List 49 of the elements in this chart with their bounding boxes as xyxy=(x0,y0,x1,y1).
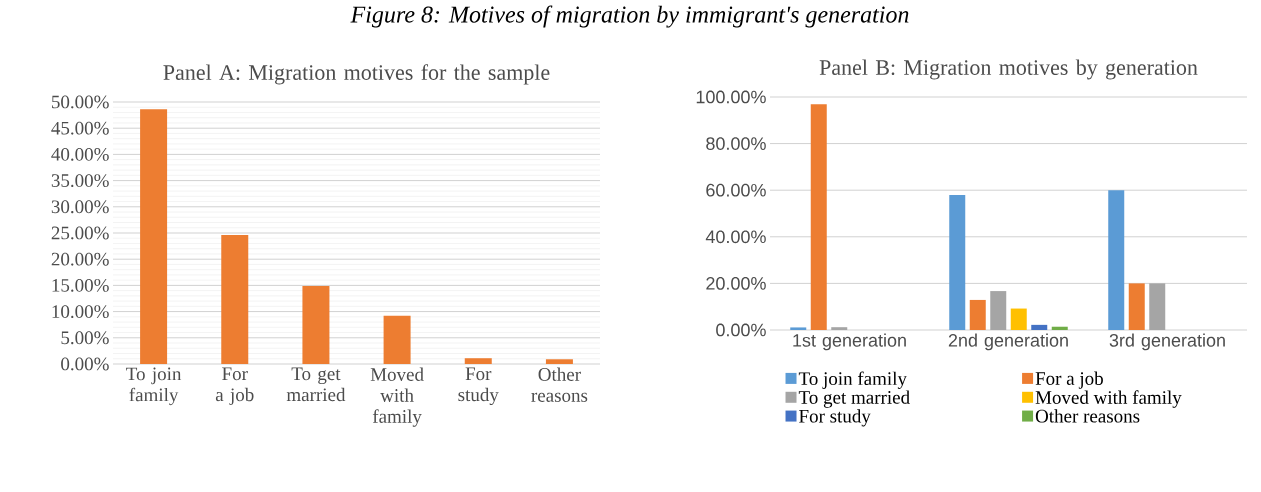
y-tick-label: 10.00% xyxy=(52,305,109,319)
y-tick-label: 60.00% xyxy=(706,183,766,197)
y-tick-label: 40.00% xyxy=(705,230,766,244)
bar xyxy=(1128,283,1145,330)
bar xyxy=(949,195,966,330)
bar xyxy=(810,104,827,330)
y-tick-label: 45.00% xyxy=(51,121,109,135)
bar xyxy=(221,235,249,364)
bar xyxy=(1108,190,1125,330)
legend-label: Other reasons xyxy=(1035,409,1140,423)
bar xyxy=(969,299,986,330)
y-tick-label: 80.00% xyxy=(706,137,766,150)
x-tick-label: 1st generation xyxy=(793,333,906,351)
bar xyxy=(831,327,848,330)
bar xyxy=(383,315,411,364)
bar xyxy=(1149,283,1166,330)
bar xyxy=(1051,326,1068,330)
y-tick-label: 40.00% xyxy=(51,147,109,161)
y-tick-label: 25.00% xyxy=(51,226,109,240)
x-tick-label: 3rd generation xyxy=(1109,333,1225,351)
caption: Figure 8: Motives of migration by immigrant's generation xyxy=(350,5,909,28)
y-tick-label: 5.00% xyxy=(61,331,109,345)
bar xyxy=(545,359,573,364)
y-tick-label: 20.00% xyxy=(706,277,766,290)
bar xyxy=(140,109,168,364)
x-tick-label: 2nd generation xyxy=(948,333,1068,351)
bar xyxy=(1031,324,1048,330)
y-tick-label: 20.00% xyxy=(51,252,109,266)
bar xyxy=(464,358,492,364)
x-tick-label: Other reasons xyxy=(531,367,588,402)
y-tick-label: 30.00% xyxy=(51,200,109,214)
bar xyxy=(1010,308,1027,330)
x-tick-label: To get married xyxy=(286,367,346,402)
y-tick-label: 50.00% xyxy=(52,95,109,109)
y-tick-label: 0.00% xyxy=(716,323,766,337)
bar xyxy=(302,285,330,364)
x-tick-label: To join family xyxy=(126,367,182,406)
y-tick-label: 35.00% xyxy=(51,174,109,188)
chart-title: Panel A: Migration motives for the sample xyxy=(163,64,550,85)
bar xyxy=(990,291,1007,330)
legend-label: For study xyxy=(799,409,871,427)
bar xyxy=(790,327,807,330)
chart-title: Panel B: Migration motives by generation xyxy=(819,59,1198,80)
x-tick-label: For a job xyxy=(215,367,254,406)
x-tick-label: Moved with family xyxy=(370,367,424,427)
y-tick-label: 0.00% xyxy=(61,357,109,371)
y-tick-label: 15.00% xyxy=(52,278,109,292)
y-tick-label: 100.00% xyxy=(696,90,766,104)
x-tick-label: For study xyxy=(458,367,499,406)
